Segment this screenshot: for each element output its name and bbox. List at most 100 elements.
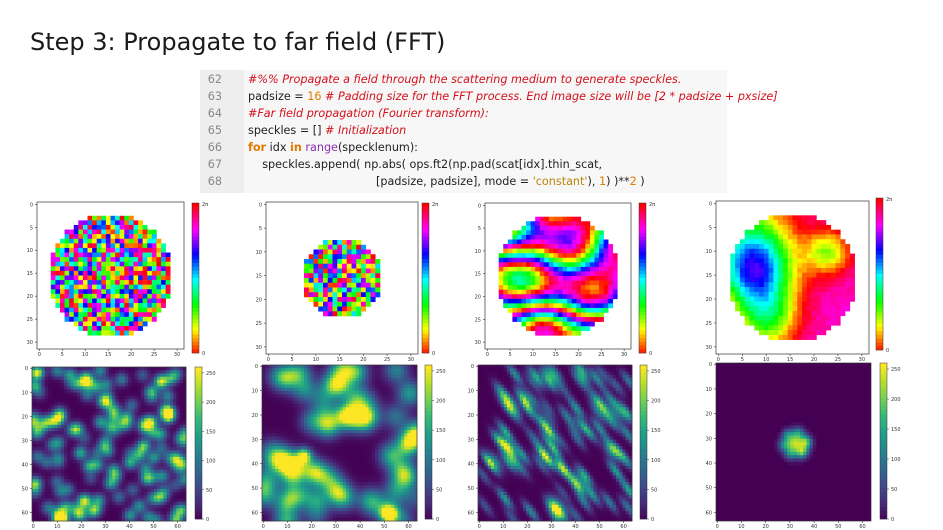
speckle-pixel — [182, 476, 187, 480]
speckle-pixel — [86, 434, 91, 438]
phase-pixel — [87, 261, 93, 267]
phase-pixel — [567, 289, 572, 295]
speckle-pixel — [144, 495, 148, 499]
y-tick-label: 10 — [706, 249, 712, 255]
phase-pixel — [507, 289, 513, 295]
phase-pixel — [797, 306, 803, 312]
phase-pixel — [105, 224, 111, 230]
speckle-pixel — [303, 368, 308, 372]
speckle-pixel — [32, 511, 36, 515]
speckle-pixel — [134, 460, 139, 464]
x-tick-label: 20 — [360, 357, 366, 363]
speckle-pixel — [160, 389, 164, 393]
speckle-pixel — [297, 374, 302, 379]
phase-pixel — [318, 301, 324, 307]
speckle-pixel — [80, 453, 84, 458]
speckle-pixel — [112, 498, 116, 503]
speckle-pixel — [125, 498, 129, 503]
speckle-pixel — [41, 437, 46, 442]
phase-pixel — [337, 282, 343, 288]
phase-pixel — [806, 224, 812, 230]
phase-pixel — [535, 294, 541, 300]
speckle-pixel — [112, 466, 116, 470]
phase-pixel — [544, 330, 550, 336]
speckle-pixel — [32, 472, 36, 477]
phase-pixel — [526, 262, 531, 268]
phase-pixel — [535, 257, 541, 263]
speckle-pixel — [41, 472, 46, 477]
phase-pixel — [151, 234, 157, 240]
speckle-pixel — [70, 405, 75, 410]
speckle-pixel — [86, 508, 91, 512]
speckle-pixel — [112, 479, 116, 483]
phase-pixel — [87, 247, 93, 253]
speckle-pixel — [169, 501, 174, 506]
speckle-pixel — [128, 463, 132, 467]
phase-pixel — [115, 234, 120, 240]
speckle-pixel — [150, 434, 155, 438]
speckle-pixel — [35, 402, 39, 406]
speckle-pixel — [291, 374, 295, 379]
speckle-pixel — [41, 379, 46, 384]
speckle-pixel — [339, 387, 344, 392]
phase-pixel — [539, 285, 545, 290]
phase-pixel — [105, 303, 111, 308]
phase-pixel — [816, 282, 822, 288]
speckle-pixel — [125, 424, 129, 429]
phase-pixel — [161, 252, 166, 258]
phase-pixel — [119, 252, 125, 258]
x-tick-label: 5 — [61, 352, 64, 358]
speckle-pixel — [371, 387, 376, 392]
speckle-pixel — [76, 395, 81, 400]
speckle-pixel — [182, 488, 187, 493]
phase-pixel — [124, 215, 130, 221]
colorbar-segment — [639, 334, 646, 339]
phase-pixel — [585, 285, 591, 290]
speckle-pixel — [173, 392, 177, 397]
phase-pixel — [332, 278, 338, 284]
phase-pixel — [351, 268, 357, 274]
speckle-pixel — [394, 381, 398, 385]
speckle-pixel — [92, 437, 97, 442]
phase-pixel — [544, 280, 550, 286]
phase-pixel — [115, 261, 120, 267]
speckle-pixel — [153, 501, 158, 506]
colorbar-segment — [195, 443, 202, 448]
speckle-pixel — [137, 402, 142, 406]
speckle-pixel — [64, 411, 68, 416]
speckle-pixel — [173, 495, 177, 499]
phase-pixel — [64, 307, 70, 313]
phase-pixel — [124, 252, 130, 258]
phase-pixel — [512, 317, 518, 322]
phase-pixel — [124, 303, 130, 308]
speckle-pixel — [57, 453, 62, 458]
colorbar-segment — [876, 224, 883, 229]
phase-pixel — [821, 282, 827, 288]
speckle-pixel — [147, 411, 152, 416]
speckle-pixel — [44, 447, 49, 451]
speckle-pixel — [182, 373, 187, 377]
speckle-pixel — [157, 453, 161, 458]
speckle-pixel — [105, 501, 110, 506]
speckle-pixel — [86, 482, 91, 487]
phase-pixel — [119, 293, 125, 299]
phase-pixel — [530, 321, 536, 327]
speckle-pixel — [118, 373, 123, 377]
colorbar-segment — [876, 315, 883, 320]
phase-pixel — [811, 244, 817, 250]
phase-pixel — [778, 234, 784, 240]
speckle-pixel — [41, 370, 46, 374]
phase-pixel — [124, 238, 130, 244]
speckle-pixel — [48, 437, 52, 442]
phase-pixel — [69, 275, 75, 281]
speckle-pixel — [73, 466, 78, 470]
phase-pixel — [562, 266, 568, 272]
phase-pixel — [133, 270, 139, 276]
phase-pixel — [128, 270, 134, 276]
speckle-pixel — [38, 492, 42, 496]
phase-pixel — [318, 244, 324, 250]
speckle-pixel — [131, 376, 135, 381]
speckle-pixel — [44, 472, 49, 477]
phase-pixel — [806, 263, 812, 269]
speckle-pixel — [131, 434, 135, 438]
